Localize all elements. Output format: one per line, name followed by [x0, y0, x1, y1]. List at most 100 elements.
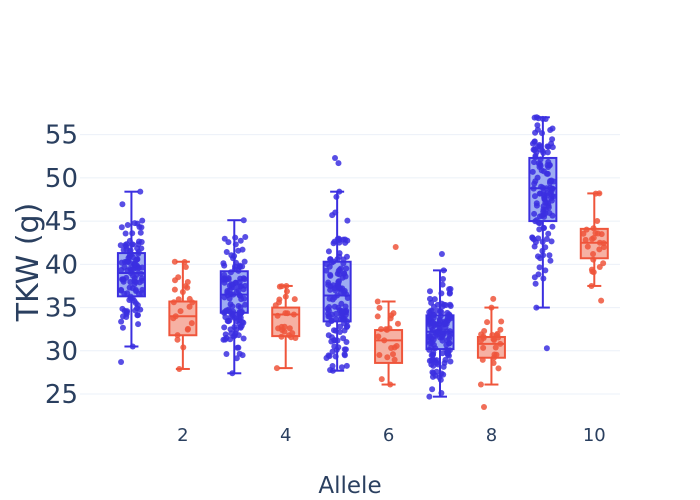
- data-point: [326, 263, 333, 270]
- data-point: [274, 312, 281, 319]
- data-point: [133, 271, 140, 278]
- data-point: [119, 201, 126, 208]
- data-point: [538, 183, 545, 190]
- data-point: [580, 230, 587, 237]
- data-point: [232, 241, 239, 248]
- y-axis-ticks: 25 30 35 40 45 50 55: [45, 121, 78, 410]
- data-point: [122, 241, 129, 248]
- data-point: [132, 279, 139, 286]
- data-point: [337, 323, 344, 330]
- data-point: [134, 220, 141, 227]
- data-point: [477, 381, 484, 388]
- data-point: [533, 200, 540, 207]
- y-tick-label: 55: [45, 121, 78, 151]
- data-point: [531, 159, 538, 166]
- data-point: [594, 217, 601, 224]
- data-point: [129, 343, 136, 350]
- box-series: [116, 114, 609, 411]
- x-tick-label: 2: [177, 425, 188, 446]
- data-point: [238, 283, 245, 290]
- data-point: [547, 127, 554, 134]
- data-point: [543, 236, 550, 243]
- data-point: [341, 270, 348, 277]
- data-point: [240, 335, 247, 342]
- data-point: [387, 315, 394, 322]
- data-point: [374, 313, 381, 320]
- data-point: [276, 283, 283, 290]
- data-point: [332, 353, 339, 360]
- data-point: [531, 193, 538, 200]
- data-point: [437, 376, 444, 383]
- data-point: [175, 296, 182, 303]
- data-point: [590, 256, 597, 263]
- data-point: [428, 357, 435, 364]
- data-point: [545, 204, 552, 211]
- x-axis-title: Allele: [318, 473, 381, 499]
- data-point: [446, 335, 453, 342]
- data-point: [278, 333, 285, 340]
- data-point: [221, 294, 228, 301]
- data-point: [339, 315, 346, 322]
- data-point: [536, 264, 543, 271]
- data-point: [532, 129, 539, 136]
- data-point: [236, 308, 243, 315]
- data-point: [535, 160, 542, 167]
- data-point: [132, 286, 139, 293]
- data-point: [239, 246, 246, 253]
- data-point: [137, 188, 144, 195]
- data-point: [181, 258, 188, 265]
- data-point: [542, 267, 549, 274]
- data-point: [223, 350, 230, 357]
- data-point: [124, 308, 131, 315]
- data-point: [546, 252, 553, 259]
- data-point: [325, 248, 332, 255]
- data-point: [592, 229, 599, 236]
- data-point: [330, 240, 337, 247]
- data-point: [289, 330, 296, 337]
- data-point: [543, 345, 550, 352]
- data-point: [384, 354, 391, 361]
- data-point: [134, 256, 141, 263]
- data-point: [490, 360, 497, 367]
- data-point: [333, 193, 340, 200]
- data-point: [378, 376, 385, 383]
- data-point: [343, 265, 350, 272]
- data-point: [122, 230, 129, 237]
- data-point: [118, 318, 125, 325]
- data-point: [546, 209, 553, 216]
- data-point: [389, 351, 396, 358]
- data-point: [540, 224, 547, 231]
- y-tick-label: 25: [45, 380, 78, 410]
- data-point: [292, 335, 299, 342]
- data-point: [447, 302, 454, 309]
- data-point: [331, 294, 338, 301]
- data-point: [132, 300, 139, 307]
- data-point: [331, 343, 338, 350]
- data-point: [590, 225, 597, 232]
- data-point: [544, 143, 551, 150]
- data-point: [222, 331, 229, 338]
- data-point: [539, 238, 546, 245]
- data-point: [438, 389, 445, 396]
- data-point: [171, 258, 178, 265]
- data-point: [436, 317, 443, 324]
- data-point: [138, 245, 145, 252]
- y-tick-label: 50: [45, 164, 78, 194]
- data-point: [383, 326, 390, 333]
- data-point: [139, 264, 146, 271]
- data-point: [176, 365, 183, 372]
- data-point: [238, 322, 245, 329]
- data-point: [431, 296, 438, 303]
- data-point: [440, 363, 447, 370]
- data-point: [123, 313, 130, 320]
- data-point: [336, 266, 343, 273]
- data-point: [241, 258, 248, 265]
- data-point: [223, 307, 230, 314]
- data-point: [596, 264, 603, 271]
- data-point: [531, 210, 538, 217]
- data-point: [341, 289, 348, 296]
- y-tick-label: 45: [45, 207, 78, 237]
- data-point: [188, 320, 195, 327]
